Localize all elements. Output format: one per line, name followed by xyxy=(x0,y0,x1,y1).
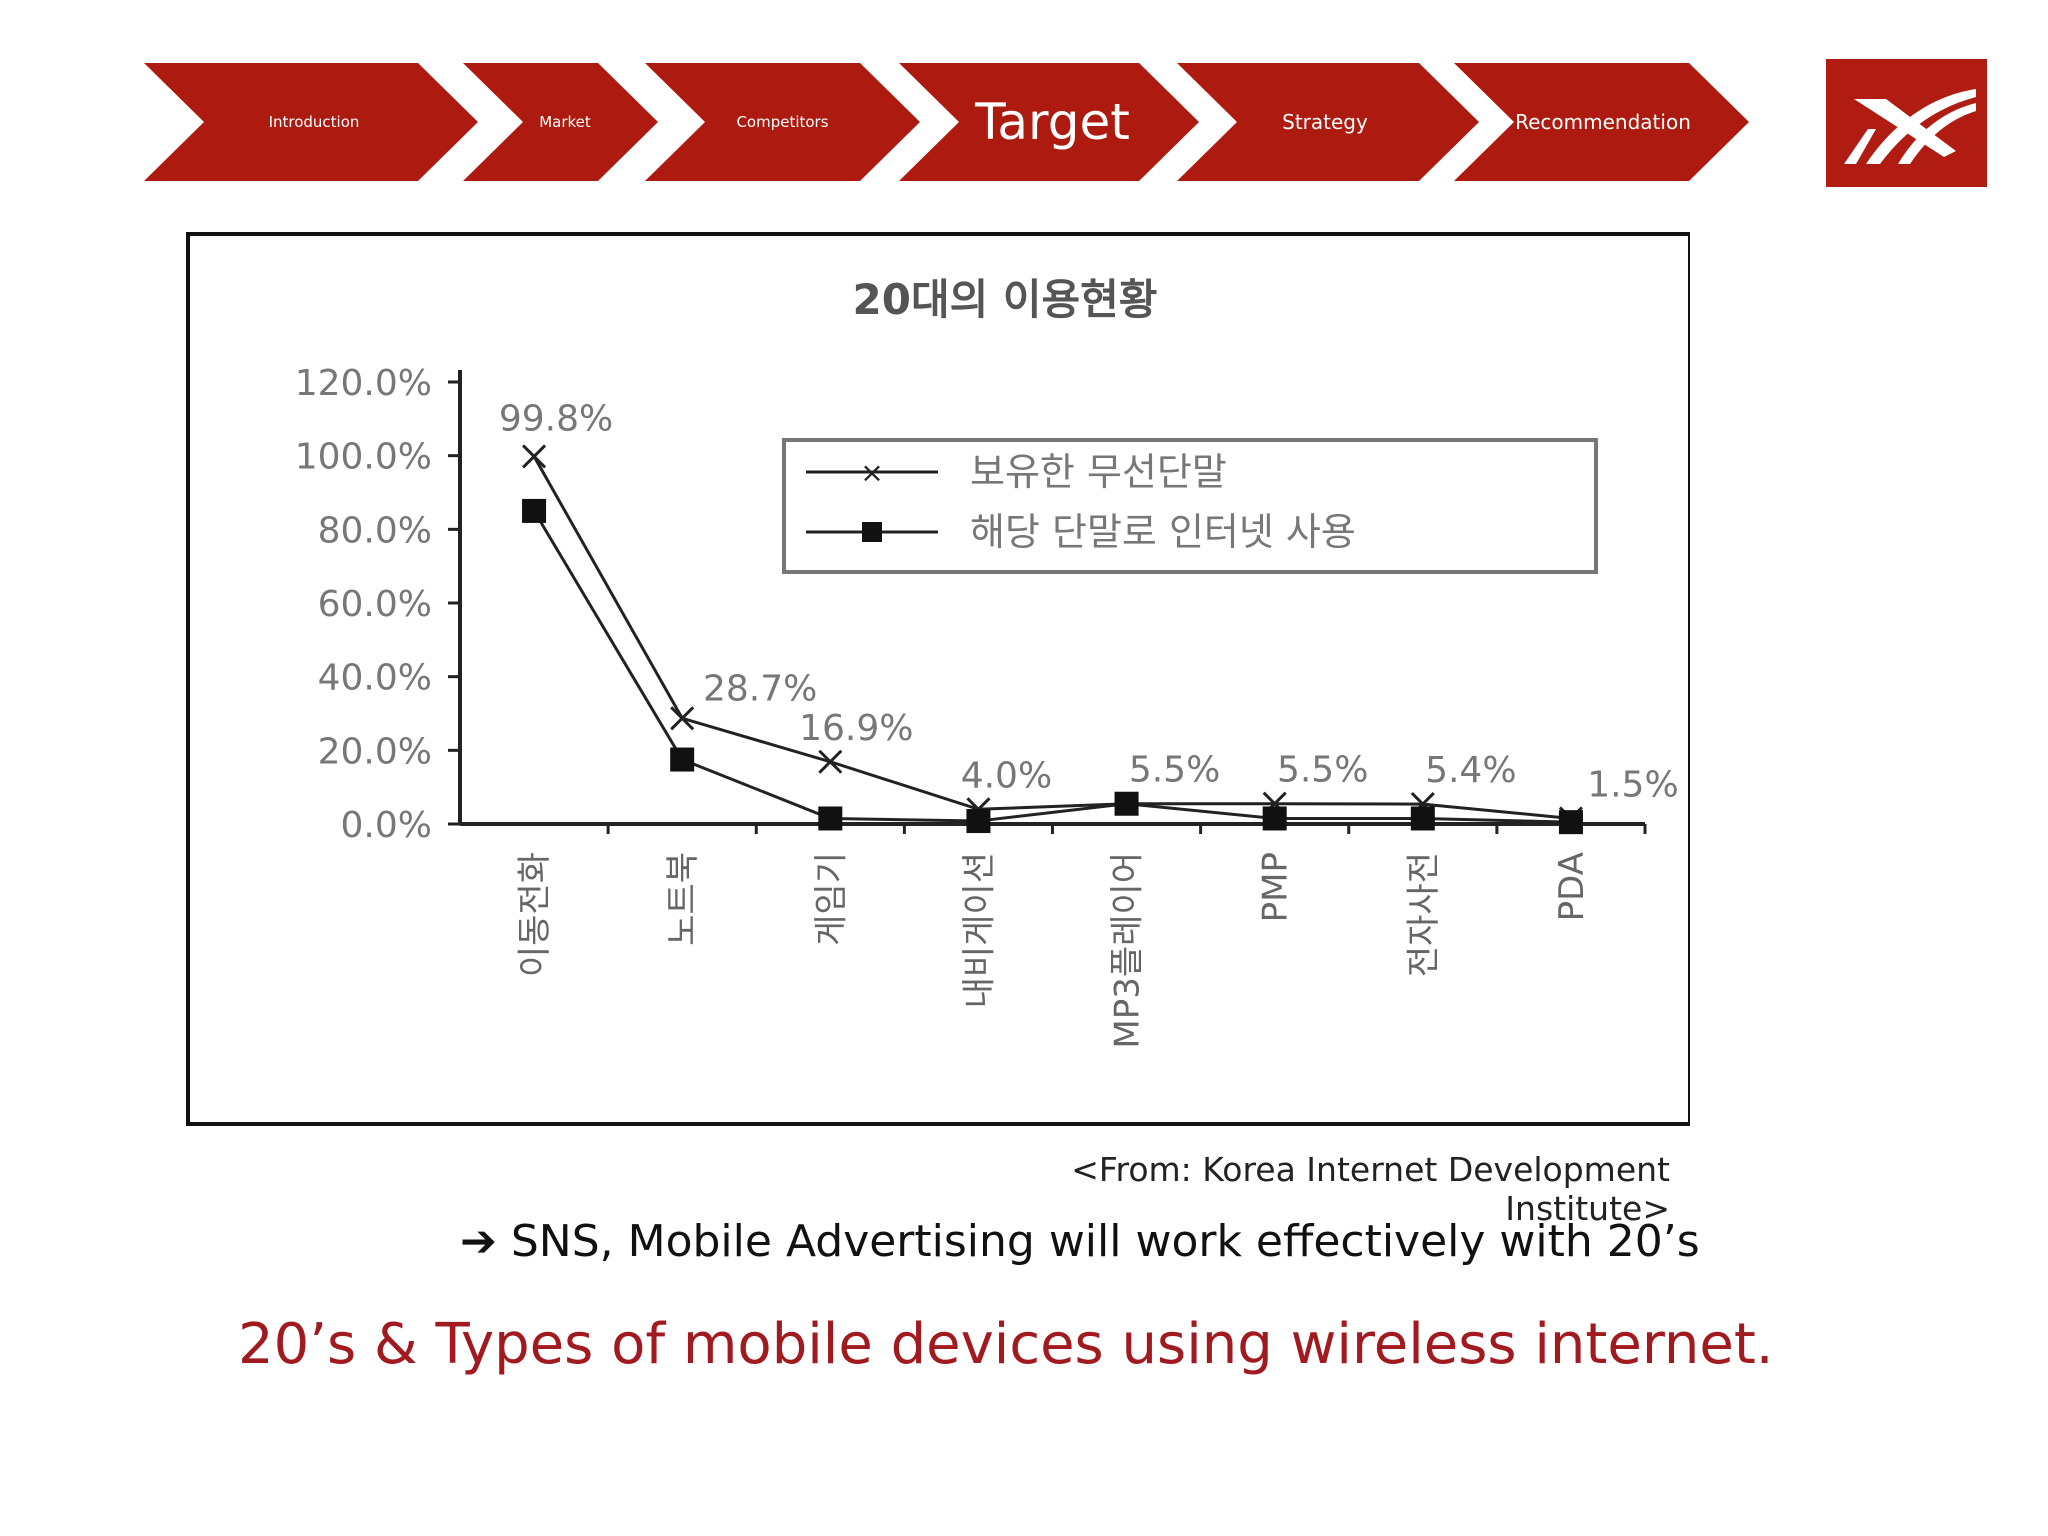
x-tick-label: 내비게이션 xyxy=(959,852,999,1008)
brand-logo-icon xyxy=(1844,89,1976,164)
nav-step-target-shape[interactable] xyxy=(899,63,1199,181)
nav-step-market-shape[interactable] xyxy=(463,63,658,181)
x-tick-label: PDA xyxy=(1552,852,1592,921)
y-tick-label: 20.0% xyxy=(318,731,432,772)
data-label: 5.5% xyxy=(1129,750,1220,791)
conclusion-text: SNS, Mobile Advertising will work effect… xyxy=(510,1216,1700,1267)
legend-label-internet: 해당 단말로 인터넷 사용 xyxy=(970,510,1356,554)
nav-step-introduction-shape[interactable] xyxy=(144,63,478,181)
legend-marker-owned: × xyxy=(860,456,883,489)
y-tick-label: 120.0% xyxy=(295,363,432,404)
marker-stroke xyxy=(818,749,843,774)
legend-box xyxy=(782,438,1598,574)
legend-label-owned: 보유한 무선단말 xyxy=(970,450,1227,494)
legend-marker-internet xyxy=(862,522,882,542)
nav-step-competitors[interactable]: Competitors xyxy=(690,63,875,181)
slide-headline: 20’s & Types of mobile devices using wir… xyxy=(238,1312,1774,1377)
data-label: 99.8% xyxy=(499,398,613,439)
data-point-internet xyxy=(522,498,547,523)
nav-step-label: Strategy xyxy=(1282,110,1368,134)
nav-step-competitors-shape[interactable] xyxy=(645,63,920,181)
chart-image: 20대의 이용현황 120.0% 100.0% 80.0% 60.0% 40.0% 20.… xyxy=(170,232,1692,1127)
y-tick-label: 80.0% xyxy=(318,510,432,551)
nav-step-label: Recommendation xyxy=(1515,110,1691,134)
y-tick-label: 100.0% xyxy=(295,437,432,478)
data-point-internet xyxy=(1262,806,1287,831)
data-point-internet xyxy=(1114,791,1139,816)
nav-step-market[interactable]: Market xyxy=(500,63,630,181)
data-point-internet xyxy=(1410,806,1435,831)
data-label: 5.5% xyxy=(1277,750,1368,791)
nav-step-strategy-shape[interactable] xyxy=(1177,63,1479,181)
data-point-internet xyxy=(1558,810,1583,835)
y-tick-label: 0.0% xyxy=(341,805,432,846)
nav-step-recommendation[interactable]: Recommendation xyxy=(1498,63,1708,181)
brand-logo[interactable] xyxy=(1826,59,1987,187)
nav-step-target[interactable]: Target xyxy=(945,63,1160,181)
data-label: 28.7% xyxy=(703,668,817,709)
source-note: <From: Korea Internet Development Instit… xyxy=(1071,1150,1670,1228)
data-label: 5.4% xyxy=(1425,750,1516,791)
data-label: 16.9% xyxy=(799,708,913,749)
data-point-internet xyxy=(818,806,843,831)
nav-step-label: Competitors xyxy=(736,113,829,131)
progress-nav: Introduction Market Competitors Target S… xyxy=(0,0,2048,200)
series-line-internet xyxy=(532,510,1571,824)
chart-border xyxy=(186,232,1692,1126)
x-tick-label: 이동전화 xyxy=(515,852,555,977)
arrow-icon: ➔ xyxy=(460,1216,497,1267)
y-tick-label: 40.0% xyxy=(318,658,432,699)
series-line-owned xyxy=(532,455,1572,820)
usage-chart: 20대의 이용현황 120.0% 100.0% 80.0% 60.0% 40.0% 20.… xyxy=(186,232,1692,1126)
x-tick-label: PMP xyxy=(1256,852,1296,922)
progress-nav-shapes xyxy=(144,63,1749,181)
data-point-owned xyxy=(818,749,843,774)
x-tick-label: 노트북 xyxy=(663,852,703,946)
data-point-internet xyxy=(966,809,991,834)
x-tick-label: 게임기 xyxy=(811,852,851,946)
data-point-owned xyxy=(522,444,547,469)
data-point-internet xyxy=(670,747,695,772)
data-label: 1.5% xyxy=(1587,764,1678,805)
nav-step-recommendation-shape[interactable] xyxy=(1454,63,1749,181)
data-point-owned xyxy=(670,706,695,731)
nav-step-introduction[interactable]: Introduction xyxy=(204,63,424,181)
nav-step-label: Target xyxy=(975,93,1130,151)
x-tick-label: 전자사전 xyxy=(1404,852,1444,977)
nav-step-label: Introduction xyxy=(268,113,360,131)
chart-legend: × 보유한 무선단말 해당 단말로 인터넷 사용 xyxy=(782,438,1598,574)
nav-step-strategy[interactable]: Strategy xyxy=(1220,63,1430,181)
data-label: 4.0% xyxy=(961,755,1052,796)
x-tick-label: MP3플레이어 xyxy=(1108,852,1148,1049)
chart-title: 20대의 이용현황 xyxy=(853,275,1158,324)
marker-stroke xyxy=(522,444,547,469)
y-tick-label: 60.0% xyxy=(318,584,432,625)
conclusion-line: ➔ SNS, Mobile Advertising will work effec… xyxy=(460,1216,1700,1267)
marker-stroke xyxy=(670,706,695,731)
nav-step-label: Market xyxy=(539,113,591,131)
